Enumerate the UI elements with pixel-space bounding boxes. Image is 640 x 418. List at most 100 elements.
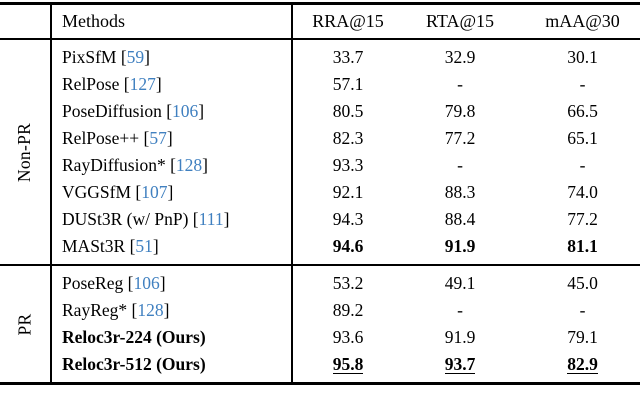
table-row: RayDiffusion* [128] 93.3 - - <box>0 152 640 179</box>
table-row: Reloc3r-512 (Ours) 95.8 93.7 82.9 <box>0 351 640 378</box>
method-cell: DUSt3R (w/ PnP) [111] <box>50 209 291 230</box>
citation-link[interactable]: 107 <box>141 182 168 202</box>
citation-bracket: [ <box>127 300 138 320</box>
value-cell: 45.0 <box>515 273 640 294</box>
column-header-rra15: RRA@15 <box>312 11 384 31</box>
value-cell: 65.1 <box>515 128 640 149</box>
method-name: MASt3R <box>62 236 126 256</box>
metric-value: 91.9 <box>444 236 476 256</box>
value-cell: 30.1 <box>515 47 640 68</box>
value-cell: 49.1 <box>405 273 515 294</box>
metric-value: 93.3 <box>332 155 364 175</box>
value-cell: 32.9 <box>405 47 515 68</box>
value-cell: 77.2 <box>515 209 640 230</box>
citation-bracket: [ <box>125 236 136 256</box>
value-cell: 91.9 <box>405 327 515 348</box>
table-row: Reloc3r-224 (Ours) 93.6 91.9 79.1 <box>0 324 640 351</box>
method-name: Reloc3r-224 (Ours) <box>62 327 206 347</box>
metric-value: 79.8 <box>444 101 476 121</box>
citation-link[interactable]: 106 <box>133 273 160 293</box>
method-name: RelPose <box>62 74 120 94</box>
citation-bracket: ] <box>198 101 205 121</box>
metric-value: 77.2 <box>567 209 598 229</box>
value-cell: - <box>515 155 640 176</box>
value-cell: 95.8 <box>291 354 405 375</box>
vertical-rule <box>50 40 52 264</box>
value-cell: 82.9 <box>515 354 640 375</box>
value-cell: 74.0 <box>515 182 640 203</box>
citation-link[interactable]: 127 <box>129 74 156 94</box>
citation-link[interactable]: 51 <box>135 236 153 256</box>
metric-value: 82.3 <box>332 128 364 148</box>
method-name: PoseDiffusion <box>62 101 162 121</box>
citation-link[interactable]: 128 <box>137 300 164 320</box>
metric-value: - <box>579 74 586 94</box>
citation-link[interactable]: 128 <box>175 155 203 175</box>
value-cell: 93.3 <box>291 155 405 176</box>
section-label-text: PR <box>14 312 35 336</box>
metric-value: 74.0 <box>567 182 598 202</box>
citation-link[interactable]: 111 <box>198 209 224 229</box>
method-name: RelPose++ <box>62 128 140 148</box>
table-row: PoseDiffusion [106] 80.5 79.8 66.5 <box>0 98 640 125</box>
metric-value: - <box>457 155 463 175</box>
value-cell: 93.6 <box>291 327 405 348</box>
metric-value: - <box>457 74 463 94</box>
table-sections: Non-PR PixSfM [59] 33.7 32.9 30.1 RelPose [12… <box>0 40 640 382</box>
metric-value: 81.1 <box>567 236 598 256</box>
citation-link[interactable]: 59 <box>126 47 145 67</box>
method-name: RayReg* <box>62 300 128 320</box>
method-cell: Reloc3r-512 (Ours) <box>50 354 291 375</box>
table-row: RelPose [127] 57.1 - - <box>0 71 640 98</box>
citation-bracket: ] <box>223 209 230 229</box>
method-cell: PoseDiffusion [106] <box>50 101 291 122</box>
value-cell: 88.3 <box>405 182 515 203</box>
metric-value: 82.9 <box>567 354 598 375</box>
value-cell: 88.4 <box>405 209 515 230</box>
citation-bracket: ] <box>144 47 150 67</box>
method-cell: Reloc3r-224 (Ours) <box>50 327 291 348</box>
metric-value: 57.1 <box>332 74 364 94</box>
metric-value: 94.3 <box>332 209 364 229</box>
method-cell: MASt3R [51] <box>50 236 291 257</box>
citation-bracket: ] <box>202 155 208 175</box>
value-cell: 80.5 <box>291 101 405 122</box>
metric-value: 88.4 <box>444 209 476 229</box>
value-cell: 57.1 <box>291 74 405 95</box>
table-row: VGGSfM [107] 92.1 88.3 74.0 <box>0 179 640 206</box>
method-cell: PixSfM [59] <box>50 47 291 68</box>
vertical-rule <box>291 40 293 264</box>
value-cell: 81.1 <box>515 236 640 257</box>
citation-bracket: ] <box>152 236 159 256</box>
method-cell: VGGSfM [107] <box>50 182 291 203</box>
metric-value: 53.2 <box>332 273 364 293</box>
section-label-text: Non-PR <box>14 122 35 182</box>
column-header-maa30: mAA@30 <box>545 11 620 31</box>
value-cell: - <box>515 300 640 321</box>
citation-link[interactable]: 106 <box>172 101 199 121</box>
metric-value: - <box>579 300 586 320</box>
method-name: DUSt3R (w/ PnP) <box>62 209 189 229</box>
citation-bracket: ] <box>163 300 170 320</box>
metric-value: 49.1 <box>444 273 476 293</box>
column-header-rta15: RTA@15 <box>425 11 495 31</box>
metric-value: 77.2 <box>444 128 476 148</box>
metric-value: 89.2 <box>332 300 364 320</box>
table-row: PoseReg [106] 53.2 49.1 45.0 <box>0 270 640 297</box>
vertical-rule <box>291 266 293 382</box>
value-cell: - <box>405 74 515 95</box>
table-header-row: Methods RRA@15 RTA@15 mAA@30 <box>0 5 640 40</box>
table-row: MASt3R [51] 94.6 91.9 81.1 <box>0 233 640 260</box>
value-cell: 91.9 <box>405 236 515 257</box>
value-cell: 92.1 <box>291 182 405 203</box>
method-cell: RelPose++ [57] <box>50 128 291 149</box>
metric-value: 95.8 <box>332 354 364 375</box>
metric-value: 93.7 <box>444 354 476 375</box>
citation-bracket: [ <box>131 182 142 202</box>
metric-value: 94.6 <box>332 236 364 256</box>
value-cell: - <box>405 155 515 176</box>
citation-bracket: [ <box>119 74 130 94</box>
citation-link[interactable]: 57 <box>149 128 167 148</box>
metric-value: 80.5 <box>332 101 364 121</box>
citation-bracket: [ <box>116 47 127 67</box>
